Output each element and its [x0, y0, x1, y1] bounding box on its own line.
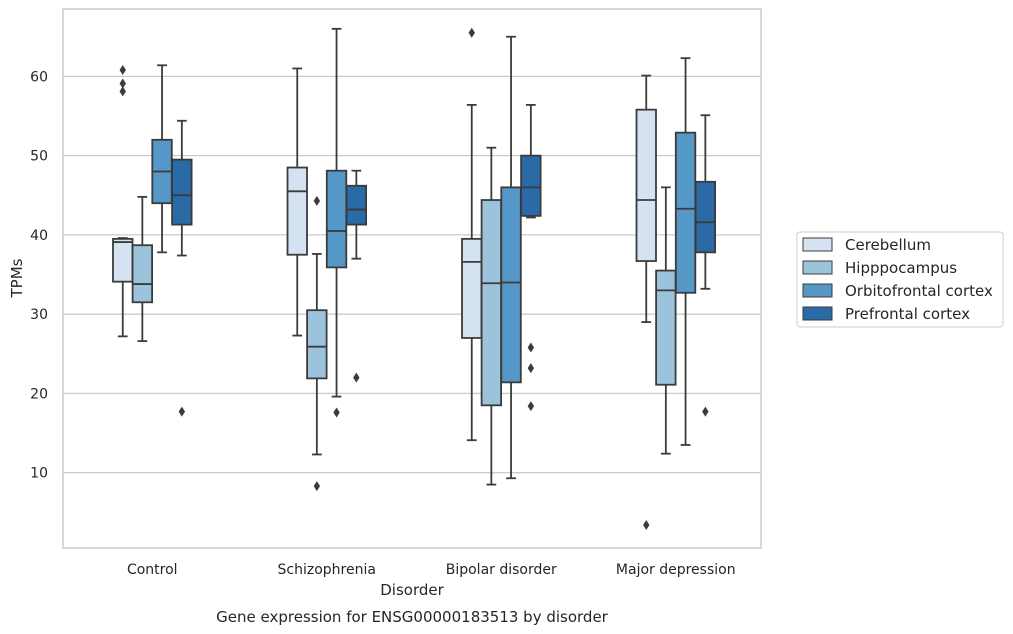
outlier-point — [702, 406, 709, 417]
y-tick-labels: 10 20 30 40 50 60 — [30, 69, 48, 481]
y-tick-label: 10 — [30, 466, 48, 482]
y-tick-label: 50 — [30, 149, 48, 165]
plot-frame — [62, 8, 762, 549]
plot-area — [63, 9, 761, 548]
legend: Cerebellum Hipppocampus Orbitofrontal cort… — [796, 231, 1004, 328]
box-cerebellum — [112, 65, 134, 338]
outlier-point — [333, 407, 340, 418]
box-cerebellum — [635, 74, 657, 531]
x-tick-label: Control — [127, 562, 178, 578]
box-prefrontal-cortex — [345, 169, 368, 383]
legend-label: Hipppocampus — [845, 259, 957, 277]
legend-swatch — [802, 283, 833, 298]
iqr-box — [171, 158, 193, 226]
iqr-box — [520, 154, 542, 217]
iqr-box — [461, 237, 483, 339]
outlier-point — [119, 78, 126, 89]
legend-swatch — [802, 260, 833, 275]
outlier-point — [119, 86, 126, 97]
chart-title: Gene expression for ENSG00000183513 by d… — [216, 608, 609, 626]
box-orbitofrontal-cortex — [500, 35, 522, 480]
y-axis-label: TPMs — [8, 258, 26, 298]
box-prefrontal-cortex — [171, 119, 193, 417]
iqr-box — [306, 309, 328, 380]
legend-swatch — [802, 306, 833, 321]
iqr-box — [345, 184, 368, 226]
iqr-box — [655, 269, 677, 386]
outlier-point — [119, 65, 126, 76]
iqr-box — [694, 180, 716, 254]
x-tick-labels: Control Schizophrenia Bipolar disorder Majo… — [127, 562, 736, 578]
legend-label: Prefrontal cortex — [845, 305, 970, 323]
outlier-point — [468, 27, 475, 38]
outlier-point — [313, 481, 321, 492]
iqr-box — [286, 166, 308, 256]
box-cerebellum — [461, 27, 483, 442]
outlier-point — [527, 342, 535, 353]
box-groups — [112, 27, 716, 531]
box-cerebellum — [286, 67, 308, 337]
legend-label: Cerebellum — [845, 236, 931, 254]
iqr-box — [500, 186, 522, 384]
box-prefrontal-cortex — [694, 114, 716, 417]
iqr-box — [325, 169, 348, 269]
y-tick-label: 20 — [30, 386, 48, 402]
box-hipppocampus — [306, 195, 328, 492]
iqr-box — [112, 237, 134, 283]
box-orbitofrontal-cortex — [674, 57, 697, 446]
legend-swatch — [802, 237, 833, 252]
outlier-point — [313, 195, 321, 206]
y-tick-label: 40 — [30, 228, 48, 244]
x-axis-label: Disorder — [380, 581, 444, 599]
outlier-point — [527, 401, 535, 412]
x-tick-label: Schizophrenia — [278, 562, 376, 578]
iqr-box — [480, 199, 503, 407]
iqr-box — [635, 108, 657, 262]
y-tick-label: 60 — [30, 69, 48, 85]
legend-frame — [796, 231, 1004, 328]
iqr-box — [131, 244, 154, 304]
outlier-point — [527, 363, 535, 374]
box-orbitofrontal-cortex — [325, 27, 348, 418]
legend-label: Orbitofrontal cortex — [845, 282, 993, 300]
x-tick-label: Major depression — [616, 562, 736, 578]
outlier-point — [643, 520, 650, 531]
outlier-point — [178, 406, 186, 417]
box-prefrontal-cortex — [520, 104, 542, 412]
box-hipppocampus — [131, 195, 154, 343]
iqr-box — [674, 131, 697, 294]
outlier-point — [353, 372, 360, 383]
y-tick-label: 30 — [30, 307, 48, 323]
box-hipppocampus — [655, 186, 677, 455]
x-tick-label: Bipolar disorder — [446, 562, 557, 578]
